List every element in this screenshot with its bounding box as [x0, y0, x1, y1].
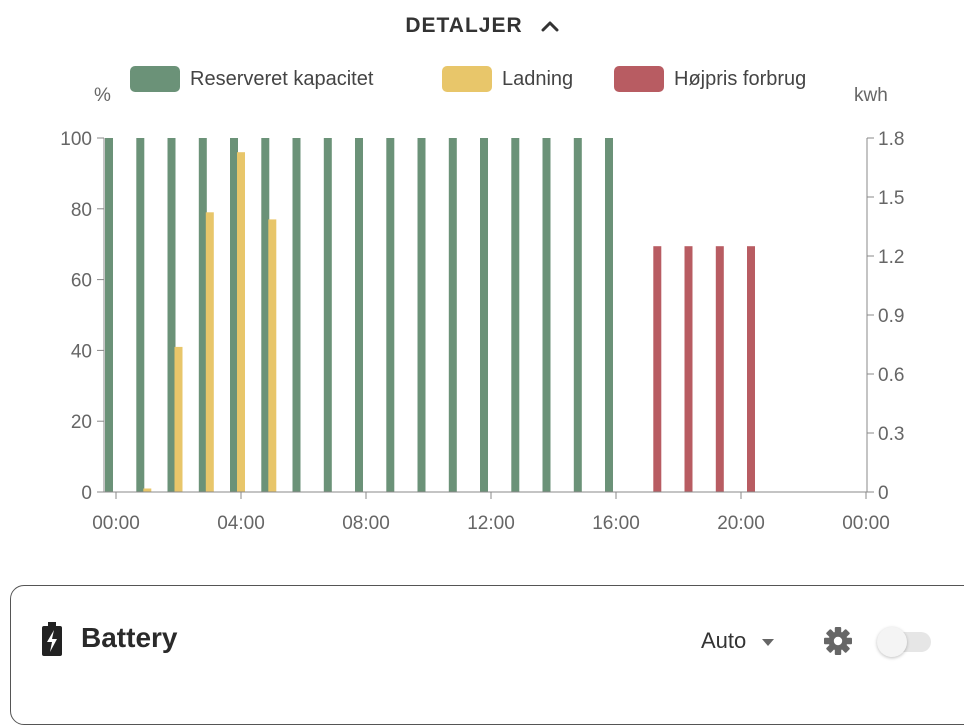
bar-1-h4 — [230, 138, 238, 492]
gear-icon[interactable] — [823, 626, 853, 656]
legend-item-1[interactable]: Reserveret kapacitet — [130, 66, 374, 92]
legend-label: Reserveret kapacitet — [190, 68, 374, 90]
chart-axes: 0 20 40 60 80 100 0 0.3 0.6 0.9 1.2 1.5 1.8 00:00 04:0… — [60, 129, 904, 534]
battery-charging-icon — [42, 622, 62, 656]
x-tick-label: 12:00 — [467, 513, 515, 534]
right-tick-label: 0.9 — [878, 306, 904, 327]
bar-1-h9 — [386, 138, 395, 492]
left-tick-label: 80 — [71, 200, 92, 221]
chart-legend: Reserveret kapacitet Ladning Højpris forbr… — [130, 66, 806, 92]
bar-1-h5 — [261, 138, 270, 492]
bar-2-h2 — [174, 346, 183, 492]
bar-1-h13 — [511, 138, 520, 492]
bar-1-h10 — [417, 138, 426, 492]
left-tick-label: 60 — [71, 271, 92, 292]
bar-1-h1 — [136, 138, 145, 492]
battery-toggle[interactable] — [877, 627, 931, 657]
bar-1-h11 — [448, 138, 457, 492]
bar-3-h17 — [653, 246, 662, 492]
chevron-up-icon — [541, 21, 559, 32]
right-tick-label: 0 — [878, 483, 889, 504]
bar-3-h19 — [715, 246, 724, 492]
bar-1-h8 — [355, 138, 363, 492]
battery-chart: Reserveret kapacitet Ladning Højpris forbr… — [60, 66, 904, 534]
x-tick-label: 16:00 — [592, 513, 640, 534]
chart-bars — [105, 138, 755, 493]
bar-2-h5 — [268, 219, 277, 492]
details-label: DETALJER — [405, 14, 523, 37]
right-tick-label: 0.3 — [878, 424, 904, 445]
caret-down-icon — [762, 638, 775, 646]
left-tick-label: 20 — [71, 412, 92, 433]
x-tick-label: 08:00 — [342, 513, 390, 534]
bar-3-h20 — [747, 246, 755, 492]
mode-select[interactable]: Auto — [701, 628, 775, 654]
battery-title: Battery — [81, 622, 178, 653]
bar-1-h15 — [573, 138, 582, 492]
legend-label: Højpris forbrug — [674, 68, 806, 90]
x-tick-label: 04:00 — [217, 513, 265, 534]
mode-value: Auto — [701, 628, 747, 653]
details-toggle[interactable]: DETALJER — [0, 14, 964, 38]
legend-swatch — [614, 66, 664, 92]
bar-2-h3 — [205, 212, 214, 493]
legend-swatch — [130, 66, 180, 92]
right-tick-label: 1.2 — [878, 247, 904, 268]
left-tick-label: 40 — [71, 341, 92, 362]
right-axis-unit: kwh — [854, 85, 888, 106]
x-tick-label: 00:00 — [92, 513, 140, 534]
right-tick-label: 1.5 — [878, 188, 904, 209]
left-tick-label: 0 — [81, 483, 92, 504]
left-tick-label: 100 — [60, 129, 92, 150]
bar-3-h18 — [684, 246, 693, 492]
legend-item-2[interactable]: Ladning — [442, 66, 573, 92]
bar-1-h2 — [167, 138, 176, 492]
bar-1-h12 — [480, 138, 488, 492]
bar-1-h16 — [605, 138, 613, 492]
legend-label: Ladning — [502, 68, 573, 90]
legend-item-3[interactable]: Højpris forbrug — [614, 66, 806, 92]
right-tick-label: 1.8 — [878, 129, 904, 150]
battery-card: Battery Auto — [10, 585, 964, 725]
bar-1-h3 — [198, 138, 207, 492]
bar-1-h0 — [105, 138, 113, 492]
left-axis-unit: % — [94, 85, 111, 106]
bar-1-h7 — [323, 138, 332, 492]
bar-2-h4 — [237, 152, 245, 492]
toggle-knob — [877, 627, 907, 657]
legend-swatch — [442, 66, 492, 92]
right-tick-label: 0.6 — [878, 365, 904, 386]
x-tick-label: 00:00 — [842, 513, 890, 534]
bar-2-h1 — [143, 488, 152, 492]
bar-1-h14 — [542, 138, 551, 492]
x-tick-label: 20:00 — [717, 513, 765, 534]
bar-1-h6 — [292, 138, 301, 492]
